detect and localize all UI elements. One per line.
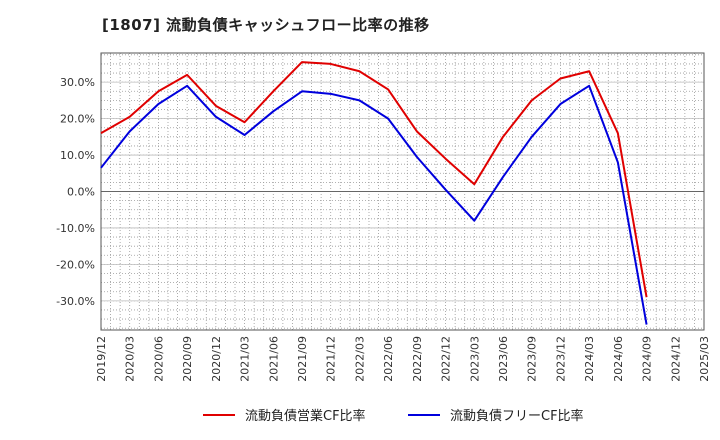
legend-label-2: 流動負債フリーCF比率 <box>450 408 584 424</box>
x-tick-label: 2024/12 <box>669 336 682 382</box>
plot-border <box>100 52 705 331</box>
x-tick-label: 2023/03 <box>468 336 481 382</box>
chart-title: [1807] 流動負債キャッシュフロー比率の推移 <box>102 16 430 34</box>
y-tick-label: -10.0% <box>56 222 95 235</box>
x-tick-label: 2023/12 <box>554 336 567 382</box>
x-tick-label: 2021/12 <box>325 336 338 382</box>
x-tick-label: 2024/03 <box>583 336 596 382</box>
x-tick-label: 2020/09 <box>181 336 194 382</box>
legend-label-1: 流動負債営業CF比率 <box>245 408 366 424</box>
x-tick-label: 2021/06 <box>267 336 280 382</box>
x-tick-label: 2024/06 <box>612 336 625 382</box>
x-tick-label: 2020/12 <box>210 336 223 382</box>
y-tick-label: 30.0% <box>60 76 95 89</box>
y-tick-label: -30.0% <box>56 295 95 308</box>
y-tick-label: 10.0% <box>60 149 95 162</box>
x-tick-label: 2024/09 <box>641 336 654 382</box>
y-tick-label: 0.0% <box>67 186 95 199</box>
x-tick-label: 2023/09 <box>526 336 539 382</box>
x-tick-label: 2020/06 <box>152 336 165 382</box>
x-tick-label: 2019/12 <box>95 336 108 382</box>
series-line-2 <box>100 84 648 325</box>
x-tick-label: 2021/03 <box>239 336 252 382</box>
x-tick-label: 2022/03 <box>353 336 366 382</box>
x-tick-label: 2022/12 <box>440 336 453 382</box>
x-tick-label: 2022/09 <box>411 336 424 382</box>
y-tick-label: -20.0% <box>56 258 95 271</box>
x-tick-label: 2021/09 <box>296 336 309 382</box>
x-tick-label: 2020/03 <box>124 336 137 382</box>
x-tick-label: 2025/03 <box>698 336 711 382</box>
y-tick-label: 20.0% <box>60 113 95 126</box>
x-tick-label: 2022/06 <box>382 336 395 382</box>
series-line-1 <box>100 61 648 298</box>
x-tick-label: 2023/06 <box>497 336 510 382</box>
